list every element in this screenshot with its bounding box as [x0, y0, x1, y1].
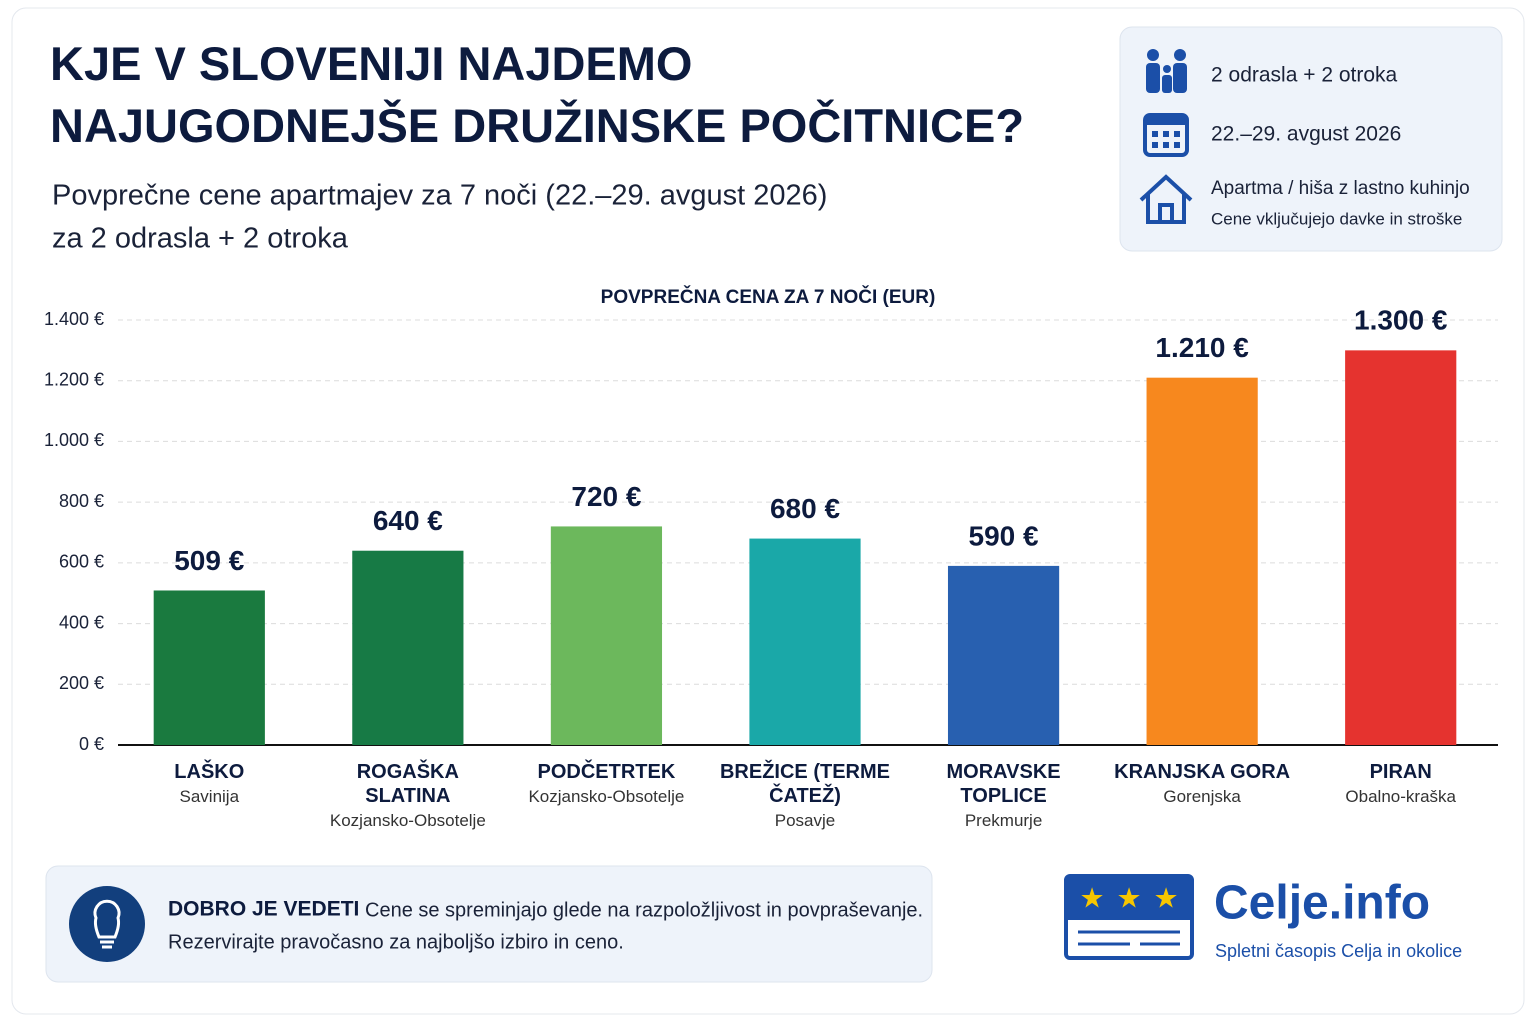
info-box [1119, 26, 1503, 252]
category-label: PODČETRTEK Kozjansko-Obsotelje [511, 760, 702, 810]
info-accommodation: Apartma / hiša z lastno kuhinjo [1211, 178, 1470, 199]
category-region: Savinija [179, 787, 240, 806]
y-tick-label: 1.000 € [44, 430, 104, 450]
bar [1146, 377, 1258, 745]
category-label: MORAVSKE TOPLICE Prekmurje [908, 760, 1099, 834]
house-icon [1139, 174, 1193, 224]
y-tick-label: 600 € [59, 552, 104, 572]
category-name: ROGAŠKA SLATINA [356, 761, 459, 807]
svg-text:★: ★ [1116, 882, 1141, 913]
subtitle: za 2 odrasla + 2 otroka [52, 223, 349, 255]
info-family: 2 odrasla + 2 otroka [1211, 64, 1398, 87]
category-region: Kozjansko-Obsotelje [528, 787, 685, 806]
category-name: PODČETRTEK [537, 761, 676, 783]
value-label: 1.300 € [1354, 305, 1448, 336]
category-region: Gorenjska [1163, 787, 1241, 806]
category-region: Obalno-kraška [1345, 787, 1456, 806]
y-tick-label: 200 € [59, 673, 104, 693]
category-name: BREŽICE (TERME ČATEŽ) [719, 761, 890, 807]
category-name: LAŠKO [174, 761, 245, 783]
tip-text: Cene se spreminjajo glede na razpoložlji… [365, 899, 923, 921]
info-note: Cene vključujejo davke in stroške [1211, 209, 1462, 228]
category-name: PIRAN [1369, 761, 1432, 783]
category-label: PIRAN Obalno-kraška [1305, 760, 1496, 810]
value-label: 680 € [770, 493, 840, 524]
tip-heading: DOBRO JE VEDETI [168, 898, 359, 921]
subtitle: Povprečne cene apartmajev za 7 noči (22.… [52, 180, 827, 212]
y-tick-label: 1.200 € [44, 369, 104, 389]
family-icon [1146, 49, 1187, 93]
value-label: 509 € [174, 545, 244, 576]
title-line: KJE V SLOVENIJI NAJDEMO NAJUGODNEJŠE DRUŽ… [50, 37, 1024, 152]
svg-text:★: ★ [1079, 882, 1104, 913]
value-label: 1.210 € [1155, 332, 1249, 363]
category-label: ROGAŠKA SLATINA Kozjansko-Obsotelje [313, 760, 504, 834]
logo-icon: ★ ★ ★ [1064, 874, 1194, 960]
category-name: KRANJSKA GORA [1114, 761, 1291, 783]
axis-title: POVPREČNA CENA ZA 7 NOČI (EUR) [601, 286, 936, 308]
calendar-icon [1143, 113, 1189, 157]
value-label: 720 € [571, 481, 641, 512]
info-dates: 22.–29. avgust 2026 [1211, 123, 1401, 146]
bulb-icon [69, 886, 145, 962]
category-label: KRANJSKA GORA Gorenjska [1107, 760, 1298, 810]
bar [1345, 350, 1457, 745]
category-label: BREŽICE (TERME ČATEŽ) Posavje [710, 760, 901, 834]
y-tick-label: 400 € [59, 612, 104, 632]
bar [153, 590, 265, 745]
svg-text:★: ★ [1153, 882, 1178, 913]
tip-box [45, 865, 933, 983]
logo-name: Celje.info [1214, 877, 1430, 930]
value-label: 590 € [969, 520, 1039, 551]
category-region: Posavje [774, 811, 836, 830]
category-region: Prekmurje [964, 811, 1043, 830]
y-tick-label: 800 € [59, 491, 104, 511]
frame [11, 7, 1525, 1015]
category-region: Kozjansko-Obsotelje [329, 811, 486, 830]
value-label: 640 € [373, 505, 443, 536]
bar [550, 526, 663, 745]
category-name: MORAVSKE TOPLICE [946, 761, 1061, 807]
bar [749, 538, 861, 745]
bulb-glyph [93, 899, 121, 949]
bar [947, 565, 1060, 745]
tip-text: Rezervirajte pravočasno za najboljšo izb… [168, 931, 624, 953]
y-tick-label: 1.400 € [44, 309, 104, 329]
logo-tagline: Spletni časopis Celja in okolice [1215, 941, 1462, 961]
category-label: LAŠKO Savinija [114, 760, 305, 810]
y-tick-label: 0 € [79, 734, 104, 754]
bar [352, 550, 464, 745]
